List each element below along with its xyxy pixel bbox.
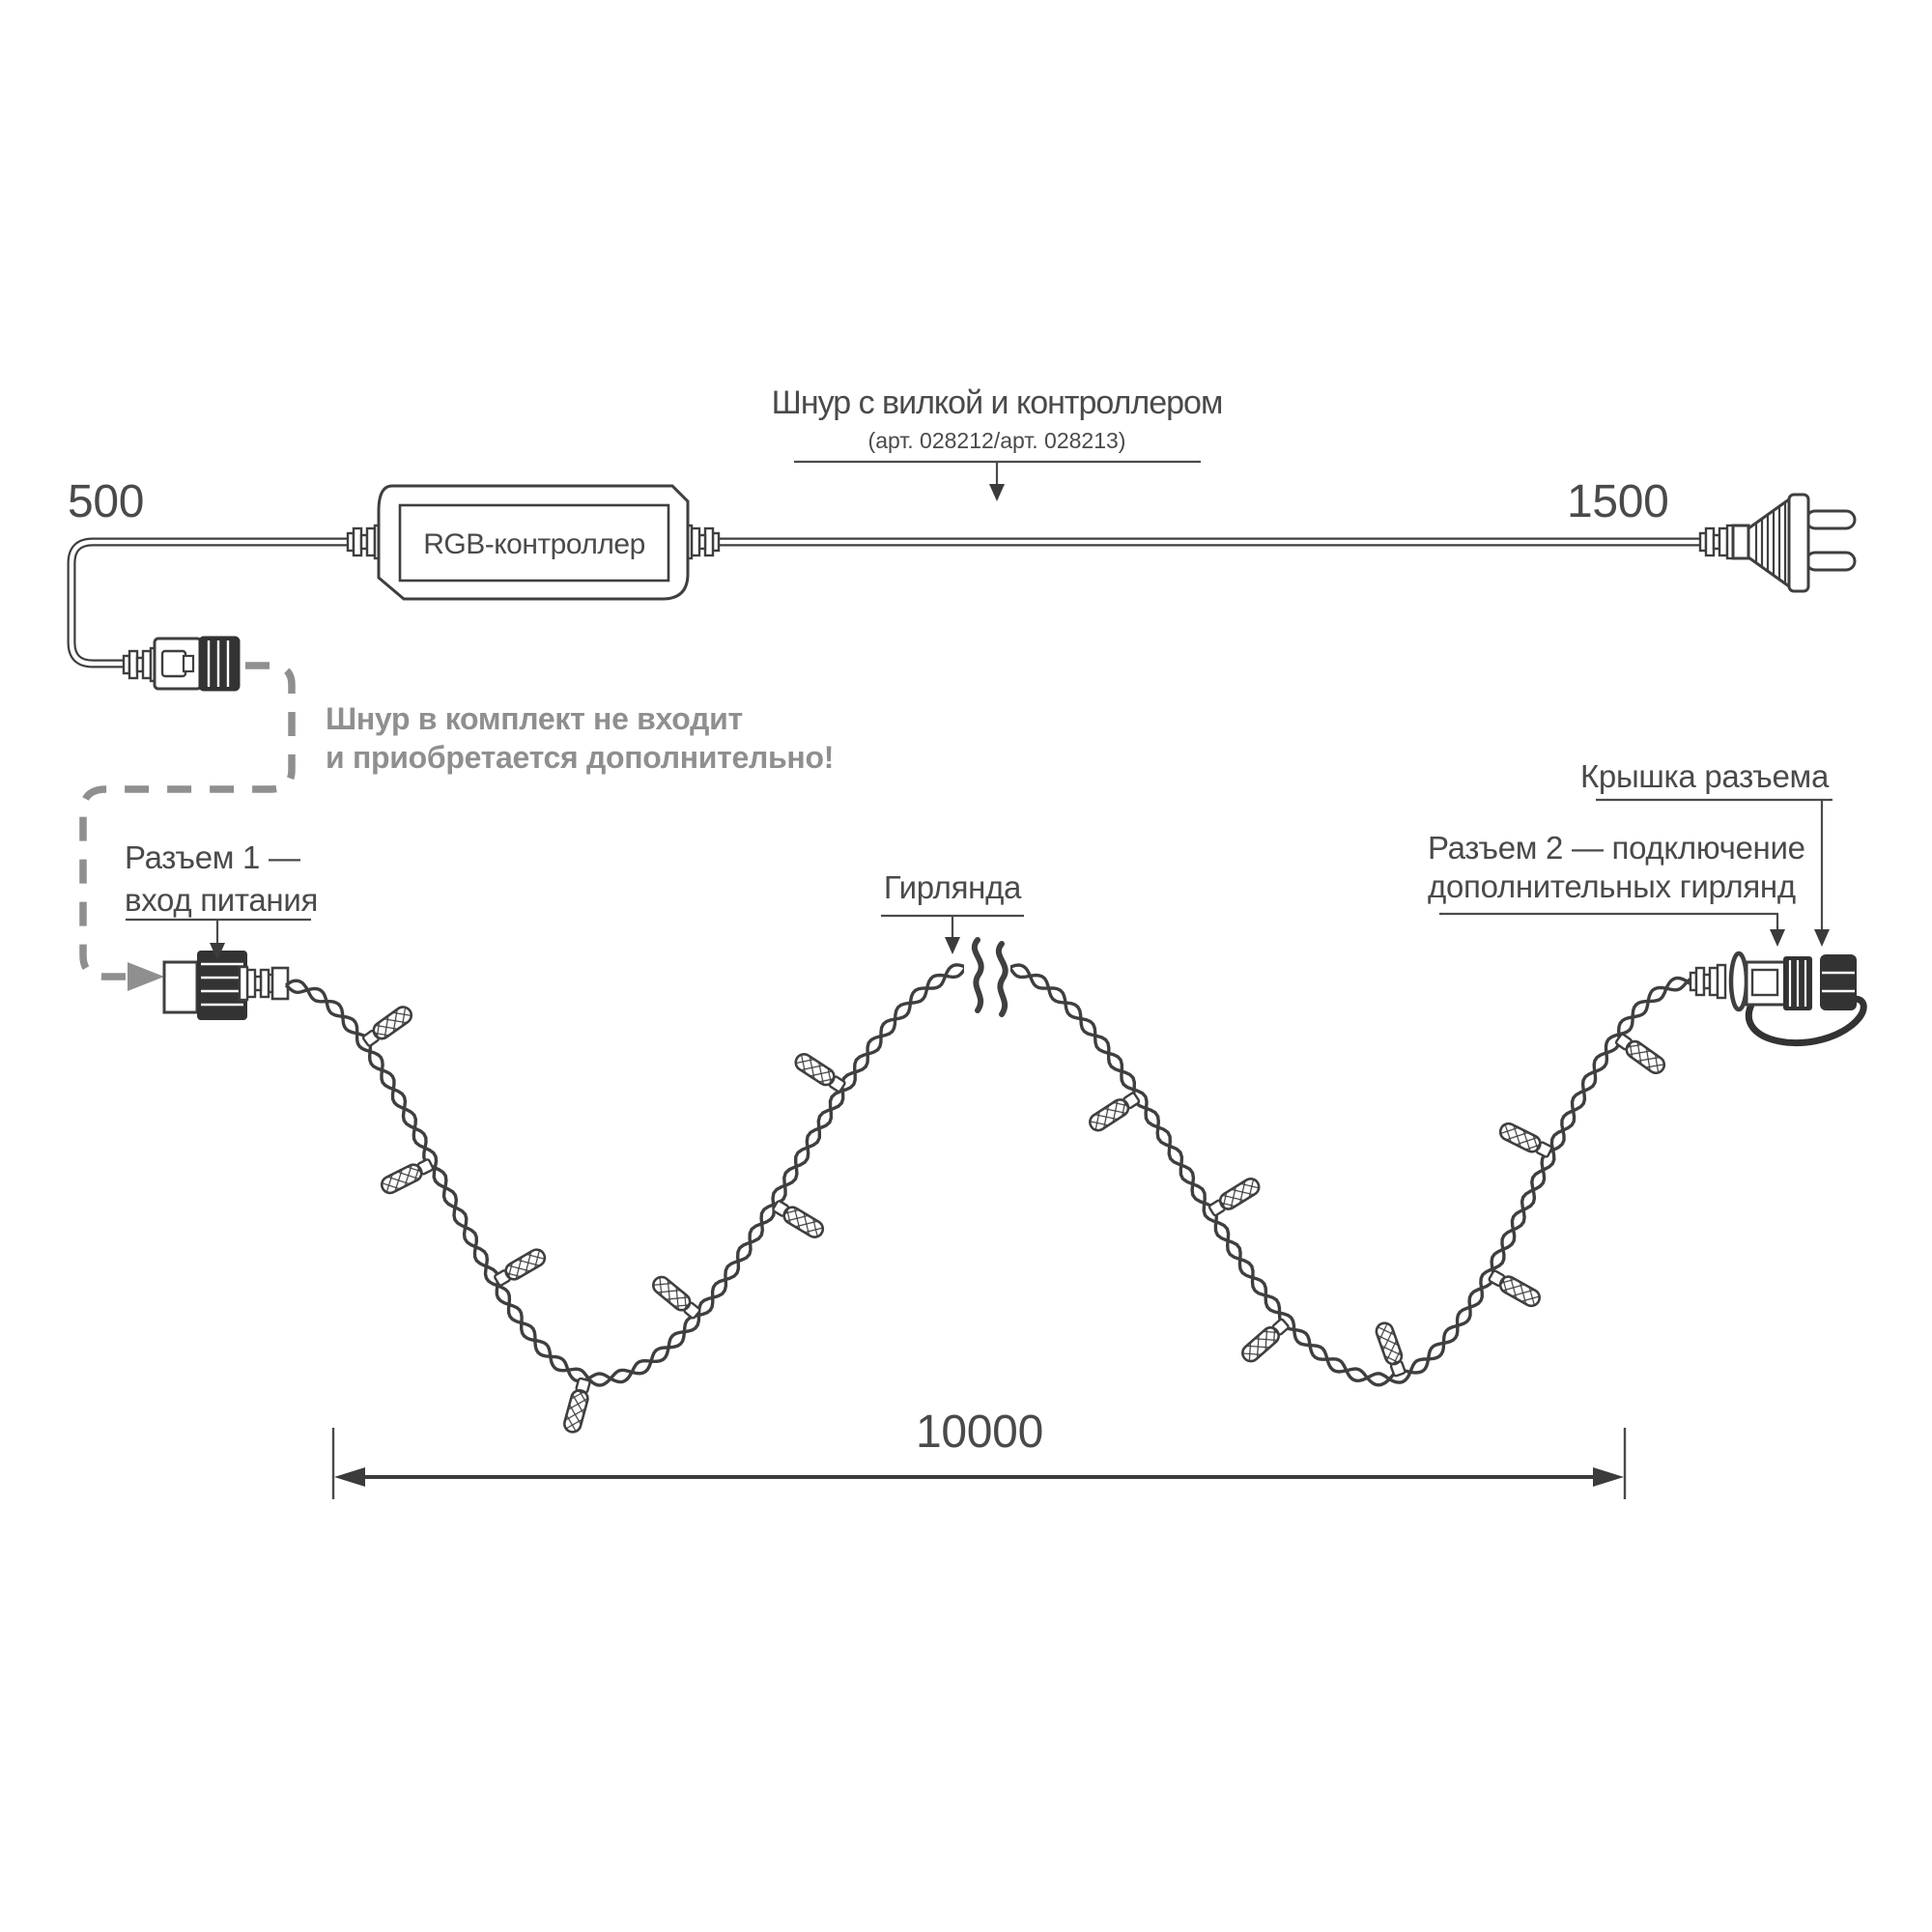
led-bulb-icon bbox=[1206, 1174, 1264, 1220]
cap-label: Крышка разъема bbox=[1579, 758, 1829, 794]
led-bulb-icon bbox=[1237, 1315, 1293, 1366]
led-bulb-icon bbox=[491, 1245, 550, 1290]
led-bulb-icon bbox=[1612, 1030, 1669, 1078]
dashed-route bbox=[79, 662, 296, 991]
not-included-note: Шнур в комплект не входит и приобретаетс… bbox=[326, 699, 834, 777]
break-mark-icon bbox=[964, 937, 1010, 1017]
power-cord: RGB-контроллер bbox=[67, 484, 1857, 692]
led-bulb-icon bbox=[359, 1002, 416, 1050]
led-bulb-icon bbox=[648, 1272, 704, 1322]
male-connector-icon bbox=[153, 636, 241, 692]
led-bulb-icon bbox=[769, 1197, 828, 1242]
garland-label: Гирлянда bbox=[883, 869, 1022, 905]
led-bulb-icon bbox=[1496, 1120, 1555, 1161]
led-bulb-icon bbox=[378, 1155, 437, 1198]
cord-callout bbox=[794, 460, 1201, 501]
connector2-group bbox=[1689, 951, 1867, 1047]
led-bulb-icon bbox=[561, 1376, 594, 1435]
female-connector-icon bbox=[1745, 956, 1812, 1010]
garland-strand bbox=[284, 957, 1693, 1387]
dim-cord-left: 500 bbox=[68, 476, 145, 527]
power-plug-icon bbox=[1731, 493, 1857, 593]
female-connector-icon bbox=[162, 951, 290, 1020]
cable-ferrule-icon bbox=[1689, 963, 1727, 1000]
dashed-arrow-icon bbox=[128, 962, 164, 991]
dim-cord-right: 1500 bbox=[1567, 476, 1669, 527]
seal-ring-icon bbox=[1728, 951, 1749, 1012]
led-bulb-icon bbox=[1486, 1266, 1545, 1311]
connector-cap-icon bbox=[1820, 954, 1857, 1010]
connector1-label-line1: Разъем 1 — bbox=[125, 839, 300, 875]
rgb-controller-box: RGB-контроллер bbox=[377, 484, 690, 601]
note-line2: и приобретается дополнительно! bbox=[326, 740, 835, 775]
dimension-line bbox=[331, 1428, 1627, 1499]
led-bulb-icon bbox=[1085, 1089, 1143, 1135]
connector2-label-line1: Разъем 2 — подключение bbox=[1428, 830, 1805, 866]
dimension-arrow-right-icon bbox=[1593, 1467, 1624, 1487]
connector1-label-line2: вход питания bbox=[125, 882, 319, 918]
cord-title: Шнур с вилкой и контроллером bbox=[771, 384, 1224, 421]
note-line1: Шнур в комплект не входит bbox=[326, 701, 743, 736]
connector2-label-line2: дополнительных гирлянд bbox=[1428, 868, 1796, 904]
connector1-callout bbox=[126, 918, 311, 960]
cord-cable bbox=[67, 537, 1702, 668]
led-bulb-icon bbox=[1373, 1320, 1409, 1379]
garland-wire bbox=[284, 957, 1694, 1435]
cable-ferrule-icon bbox=[1698, 524, 1737, 560]
garland-callout bbox=[881, 914, 1024, 954]
dim-garland-length: 10000 bbox=[916, 1406, 1043, 1458]
cord-title-block: Шнур с вилкой и контроллером (арт. 02821… bbox=[611, 384, 1383, 454]
connector2-callout bbox=[1439, 912, 1785, 947]
cap-tether bbox=[1746, 995, 1867, 1047]
controller-label: RGB-контроллер bbox=[423, 528, 645, 560]
led-bulb-icon bbox=[791, 1049, 849, 1096]
dimension-arrow-left-icon bbox=[334, 1467, 365, 1487]
cord-subtitle: (арт. 028212/арт. 028213) bbox=[867, 428, 1126, 453]
connector2-label: Разъем 2 — подключение дополнительных ги… bbox=[1428, 829, 1805, 906]
cap-callout bbox=[1596, 798, 1833, 947]
garland-strand bbox=[284, 957, 1694, 1387]
connector1-label: Разъем 1 — вход питания bbox=[125, 837, 318, 922]
